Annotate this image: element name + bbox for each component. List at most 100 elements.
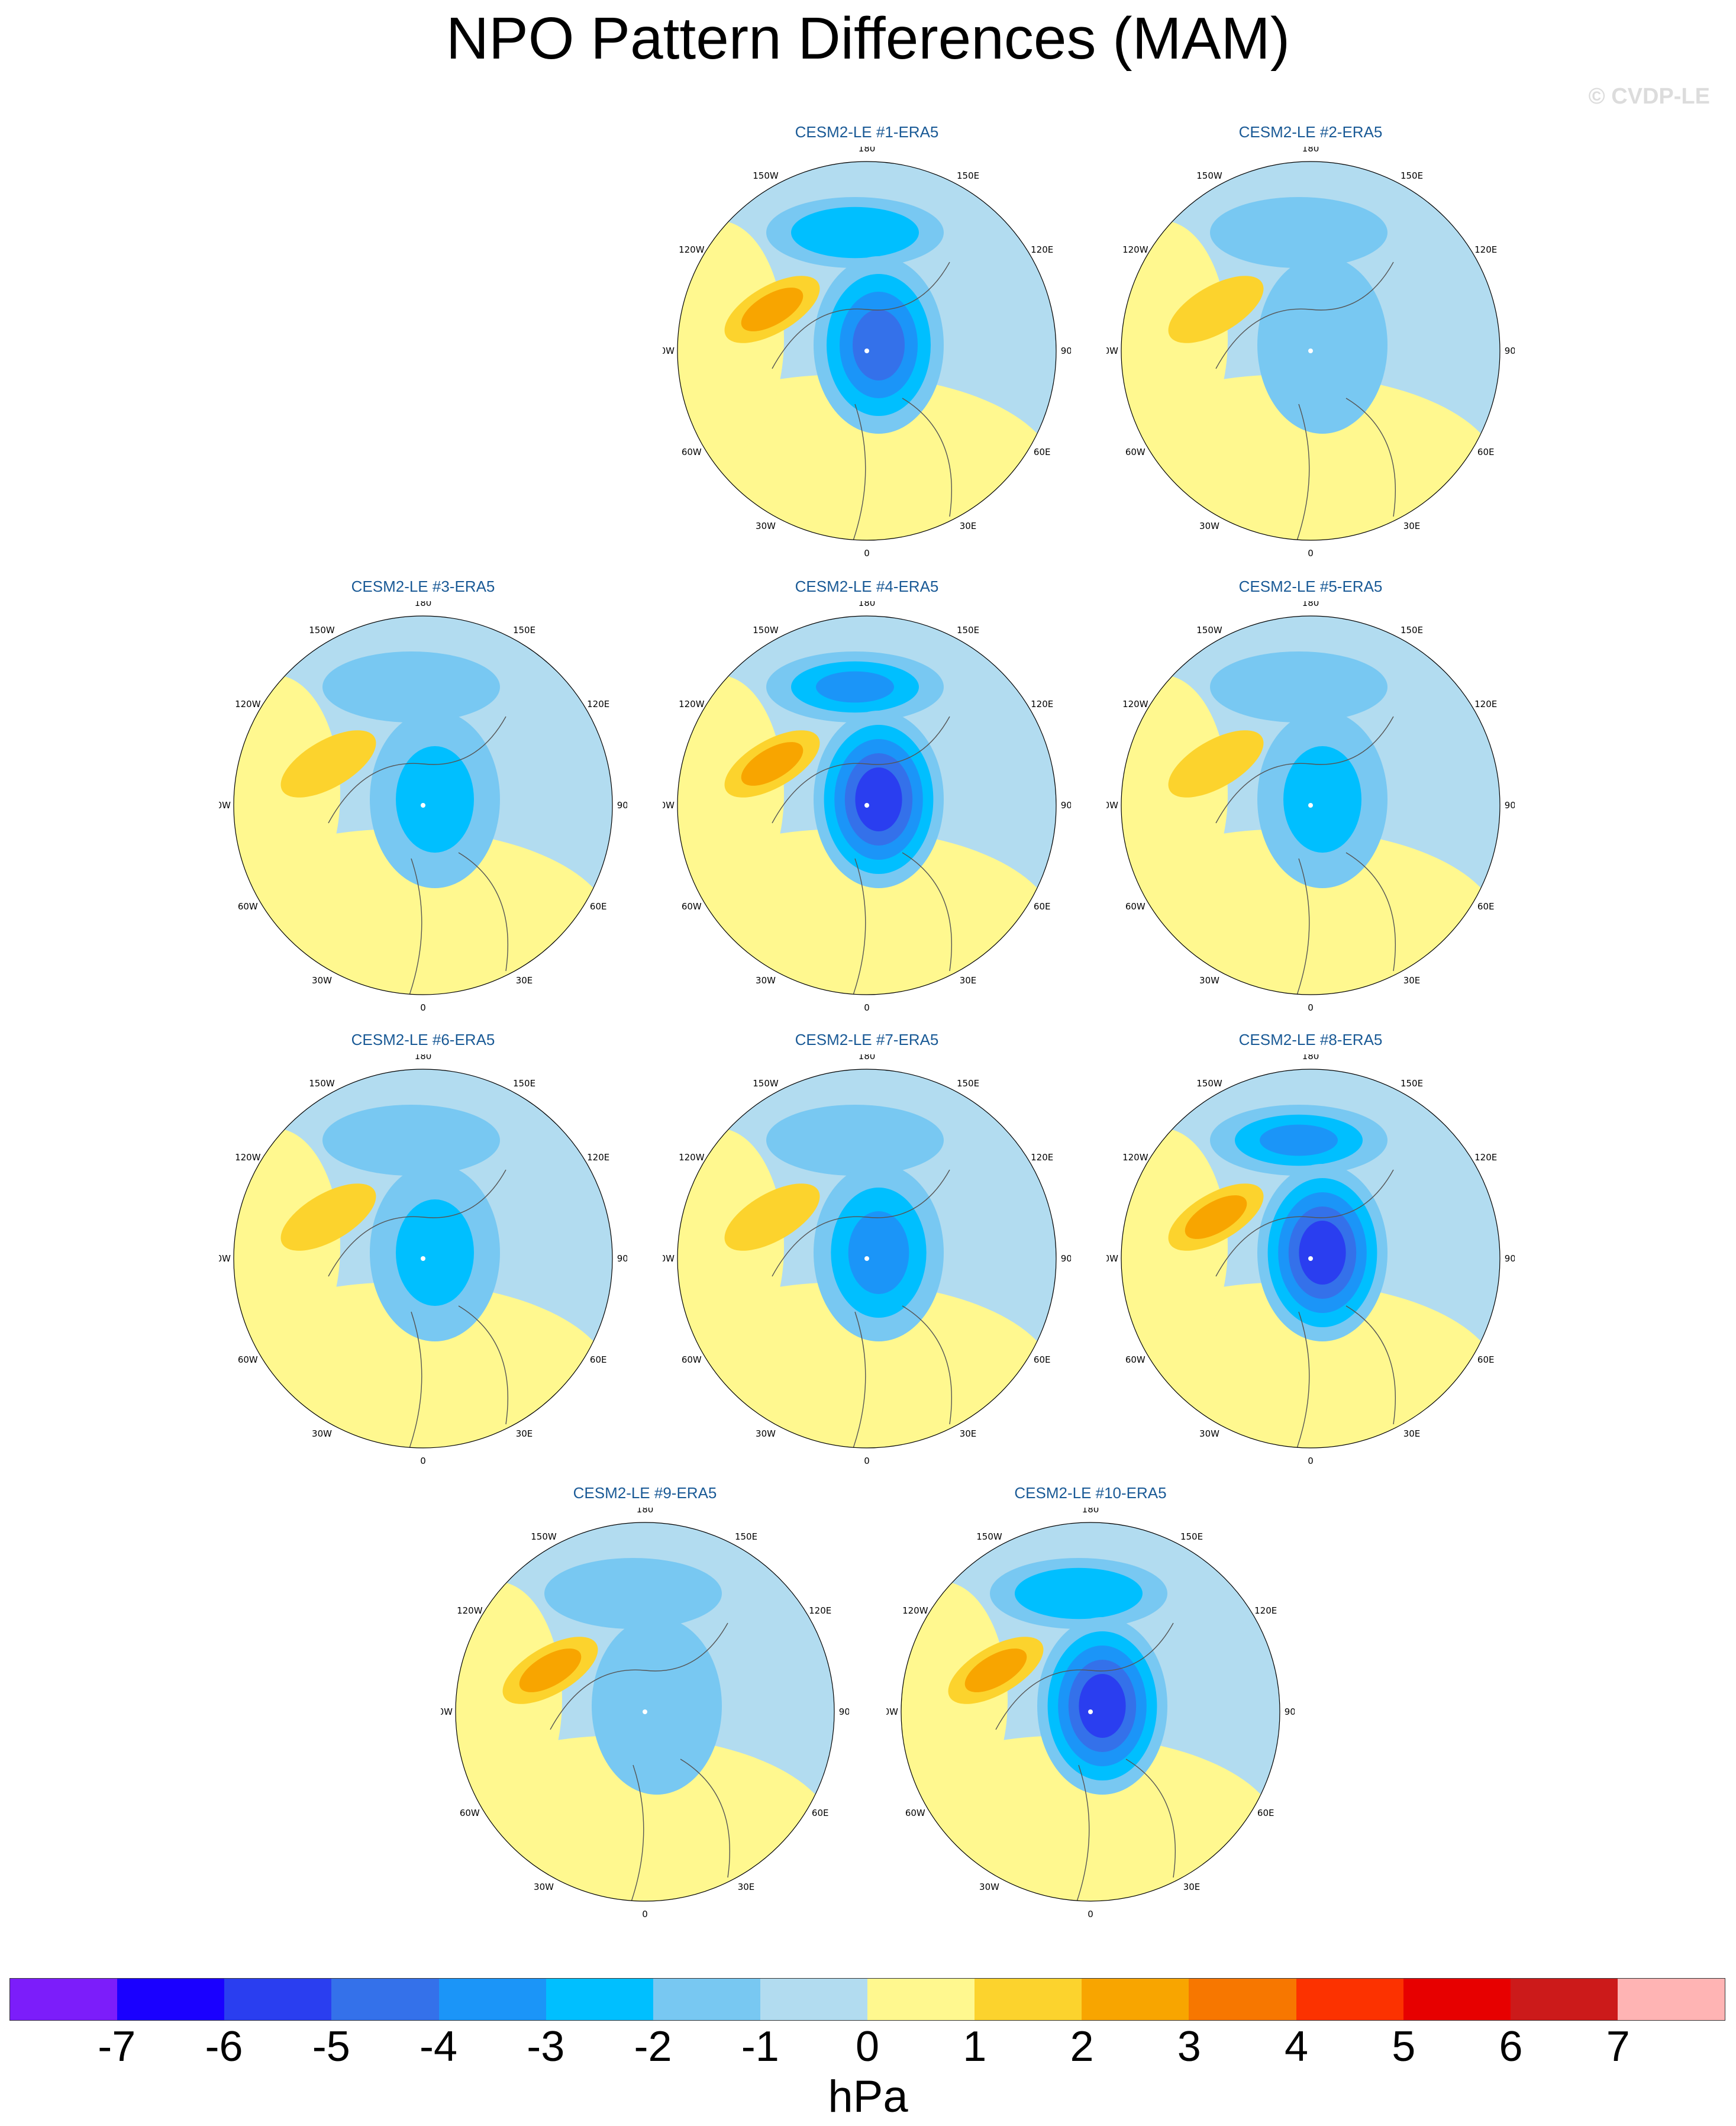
- polar-map: 180 150E 120E 90E 60E 30E 0 30W 60W 90W 120W 150W: [1106, 147, 1515, 559]
- pole-marker: [421, 1256, 425, 1261]
- map-panel: CESM2-LE #1-ERA5 180 150E 120E 90E 60E 30E 0 30W…: [663, 123, 1071, 573]
- panel-title: CESM2-LE #1-ERA5: [795, 123, 939, 141]
- colorbar-tick-label: 3: [1177, 2023, 1201, 2070]
- lon-label: 150W: [1196, 625, 1222, 635]
- map-boundary: [1121, 615, 1501, 995]
- lon-label: 90E: [1061, 800, 1071, 811]
- panel-title: CESM2-LE #9-ERA5: [573, 1484, 717, 1502]
- map-panel: CESM2-LE #7-ERA5 180 150E 120E 90E 60E 30E 0 30W…: [663, 1031, 1071, 1480]
- lon-label: 60E: [1034, 447, 1051, 457]
- negative-contour: [1257, 256, 1387, 434]
- lon-label: 90W: [1106, 800, 1118, 811]
- map-boundary: [677, 161, 1057, 541]
- lon-label: 120E: [1474, 244, 1497, 255]
- panel-title: CESM2-LE #4-ERA5: [795, 578, 939, 595]
- lon-label: 180: [859, 147, 876, 154]
- positive-contour: [724, 1183, 820, 1251]
- lon-label: 30W: [1199, 975, 1219, 986]
- negative-contour: [1079, 1674, 1126, 1738]
- figure-title: NPO Pattern Differences (MAM): [446, 5, 1290, 72]
- colorbar-swatch: [1189, 1979, 1296, 2020]
- lon-label: 150W: [753, 1078, 779, 1089]
- map-panel: CESM2-LE #2-ERA5 180 150E 120E 90E 60E 30E 0 30W…: [1106, 123, 1515, 573]
- lon-label: 30W: [534, 1882, 554, 1892]
- colorbar-tick-label: -3: [527, 2023, 565, 2070]
- lon-label: 0: [1308, 1002, 1314, 1013]
- lon-label: 150W: [1196, 1078, 1222, 1089]
- lon-label: 120W: [679, 699, 705, 709]
- negative-contour: [816, 671, 894, 703]
- lon-label: 180: [1082, 1508, 1099, 1515]
- lon-label: 90W: [886, 1706, 898, 1717]
- lon-label: 150E: [957, 625, 979, 635]
- map-boundary: [677, 1069, 1057, 1448]
- colorbar-swatch: [1617, 1979, 1725, 2020]
- lon-label: 120W: [1122, 244, 1148, 255]
- lon-label: 90W: [663, 346, 675, 356]
- negative-contour: [1299, 1221, 1346, 1285]
- coastlines: [772, 262, 952, 540]
- lon-label: 120E: [587, 699, 609, 709]
- panel-title: CESM2-LE #8-ERA5: [1238, 1031, 1383, 1049]
- lon-label: 90E: [1505, 1253, 1515, 1264]
- lon-label: 150W: [753, 625, 779, 635]
- pole-marker: [1088, 1709, 1093, 1714]
- lon-label: 90W: [219, 800, 231, 811]
- colorbar-tick-label: 2: [1070, 2023, 1094, 2070]
- lon-label: 30W: [979, 1882, 999, 1892]
- colorbar-swatch: [117, 1979, 225, 2020]
- lon-label: 120W: [902, 1605, 928, 1616]
- pole-marker: [1308, 1256, 1313, 1261]
- lon-label: 0: [420, 1002, 426, 1013]
- negative-contour: [1210, 651, 1387, 722]
- colorbar-swatch: [1296, 1979, 1403, 2020]
- negative-contour: [853, 309, 905, 380]
- lon-label: 30E: [960, 975, 977, 986]
- map-boundary: [233, 615, 613, 995]
- lon-label: 30W: [1199, 521, 1219, 531]
- pole-marker: [1308, 803, 1313, 808]
- lon-label: 30E: [738, 1882, 755, 1892]
- negative-contour: [544, 1558, 722, 1629]
- panel-title: CESM2-LE #6-ERA5: [351, 1031, 495, 1049]
- panel-title: CESM2-LE #5-ERA5: [1238, 578, 1383, 595]
- colorbar-swatch: [867, 1979, 975, 2020]
- negative-contour: [322, 1105, 500, 1176]
- lon-label: 150E: [513, 625, 535, 635]
- positive-contour: [1185, 1195, 1247, 1239]
- colorbar-tick-label: 5: [1392, 2023, 1416, 2070]
- coastlines: [1215, 1169, 1396, 1448]
- negative-contour: [855, 767, 902, 831]
- lon-label: 0: [642, 1909, 648, 1919]
- lon-label: 30W: [1199, 1428, 1219, 1439]
- negative-contour: [848, 1211, 909, 1294]
- lon-label: 180: [1302, 1054, 1319, 1062]
- lon-label: 150W: [753, 170, 779, 181]
- lon-label: 120W: [235, 699, 261, 709]
- lon-label: 60E: [1034, 901, 1051, 912]
- lon-label: 90E: [617, 800, 627, 811]
- coastlines: [772, 1169, 952, 1448]
- lon-label: 120W: [1122, 1152, 1148, 1163]
- positive-contour: [280, 730, 376, 798]
- lon-label: 180: [415, 601, 432, 608]
- lon-label: 60E: [1257, 1808, 1274, 1818]
- colorbar-swatch: [331, 1979, 439, 2020]
- lon-label: 30E: [516, 975, 533, 986]
- lon-label: 150E: [957, 1078, 979, 1089]
- lon-label: 120E: [1031, 244, 1053, 255]
- lon-label: 90E: [617, 1253, 627, 1264]
- lon-label: 0: [864, 1002, 870, 1013]
- lon-label: 30E: [1403, 975, 1421, 986]
- colorbar-tick-label: -1: [741, 2023, 779, 2070]
- lon-label: 60W: [682, 447, 702, 457]
- positive-contour: [519, 1648, 582, 1692]
- colorbar-swatch: [1403, 1979, 1511, 2020]
- lon-label: 120W: [679, 244, 705, 255]
- polar-map: 180 150E 120E 90E 60E 30E 0 30W 60W 90W 120W 150W: [663, 601, 1071, 1013]
- lon-label: 60W: [1125, 901, 1145, 912]
- lon-label: 120E: [587, 1152, 609, 1163]
- coastlines: [1215, 262, 1396, 540]
- negative-contour: [1260, 1124, 1338, 1156]
- pole-marker: [643, 1709, 647, 1714]
